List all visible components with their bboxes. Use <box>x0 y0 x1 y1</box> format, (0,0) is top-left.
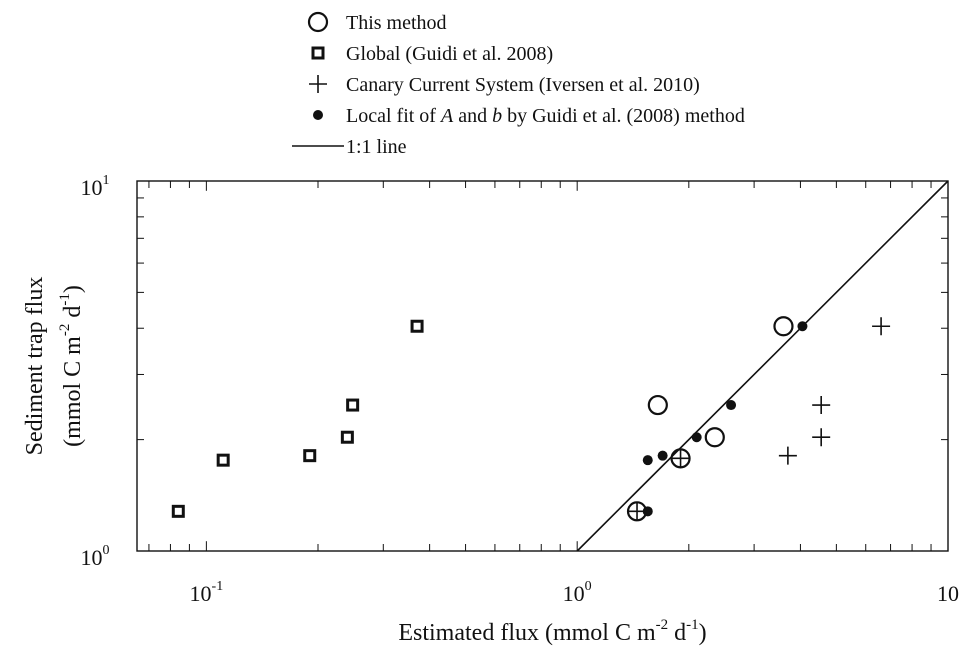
reference-line-group <box>576 180 949 552</box>
y-tick-label: 100 <box>81 543 110 570</box>
legend-item: This method <box>307 11 447 34</box>
legend-label: 1:1 line <box>346 136 407 158</box>
point-canary <box>872 317 891 336</box>
legend-marker-open-circle <box>307 11 329 33</box>
point-local-fit <box>642 506 653 517</box>
point-global <box>303 449 317 463</box>
legend-label: This method <box>346 12 447 34</box>
y-tick-label: 101 <box>81 173 110 200</box>
point-this-method <box>647 394 668 416</box>
point-local-fit <box>726 400 737 411</box>
x-tick-label: 100 <box>563 579 592 606</box>
plot-frame <box>136 180 949 552</box>
y-axis-label-line2: (mmol C m-2 d-1) <box>57 285 86 447</box>
point-local-fit <box>657 450 668 461</box>
point-global <box>346 398 360 412</box>
point-global <box>216 453 230 467</box>
y-axis-label-line1: Sediment trap flux <box>22 277 48 456</box>
point-canary <box>778 446 797 465</box>
x-tick-label: 10 <box>937 581 959 606</box>
tick-labels: 10-1 100 10 100 101 <box>81 173 960 606</box>
x-axis-label: Estimated flux (mmol C m-2 d-1) <box>398 617 706 646</box>
legend-label: Canary Current System (Iversen et al. 20… <box>346 74 700 96</box>
legend-marker-plus <box>309 75 327 93</box>
legend-label: Local fit of A and b by Guidi et al. (20… <box>346 105 745 127</box>
legend-label: Global (Guidi et al. 2008) <box>346 43 553 65</box>
legend-item: 1:1 line <box>292 136 407 158</box>
legend-item: Local fit of A and b by Guidi et al. (20… <box>313 105 745 127</box>
point-local-fit <box>797 321 808 332</box>
point-global <box>410 319 424 333</box>
point-local-fit <box>691 432 702 443</box>
legend-marker-filled-dot <box>313 110 323 120</box>
point-canary <box>812 428 831 447</box>
point-canary <box>671 449 690 468</box>
legend-item: Global (Guidi et al. 2008) <box>311 43 553 65</box>
minor-ticks <box>137 180 949 552</box>
legend-item: Canary Current System (Iversen et al. 20… <box>309 74 700 96</box>
point-this-method <box>704 427 725 448</box>
x-tick-label: 10-1 <box>190 579 224 606</box>
data-points <box>171 316 891 522</box>
reference-line <box>576 180 949 552</box>
point-canary <box>812 396 831 415</box>
point-this-method <box>773 316 794 337</box>
point-global <box>340 430 354 444</box>
legend-marker-open-square <box>311 46 325 60</box>
legend: This method Global (Guidi et al. 2008) Can… <box>292 11 745 158</box>
axis-labels: Estimated flux (mmol C m-2 d-1) Sediment … <box>22 277 707 646</box>
point-global <box>171 504 185 518</box>
point-local-fit <box>642 455 653 466</box>
